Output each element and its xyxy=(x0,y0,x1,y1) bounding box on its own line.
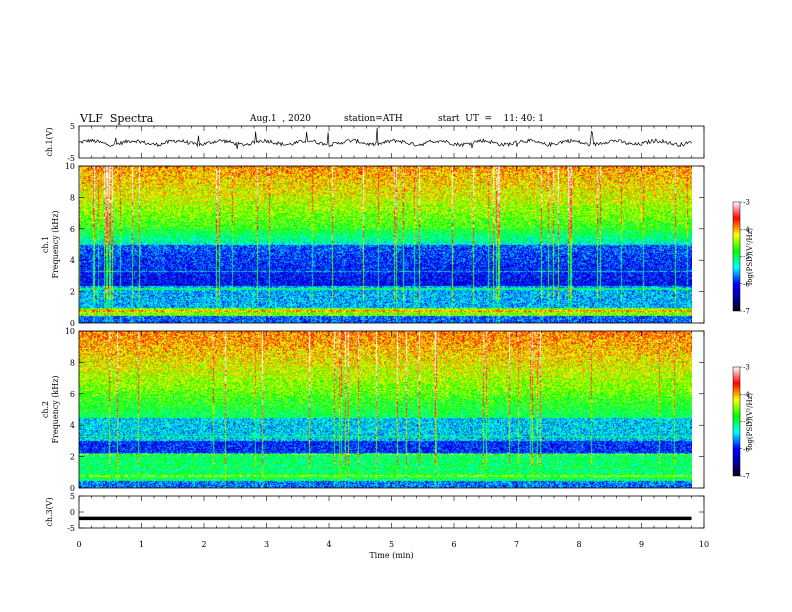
ch1-colorbar-tick-label: -3 xyxy=(743,199,750,207)
ch1-colorbar-tick-label: -4 xyxy=(743,226,750,234)
x-tick-label: 10 xyxy=(699,540,709,549)
ch1-frequency-ylabel: Frequency (kHz) xyxy=(51,210,60,278)
ch2-ytick-label: 6 xyxy=(70,390,75,399)
ch2-channel-label: ch.2 xyxy=(41,401,50,418)
ch2-ytick-label: 10 xyxy=(65,327,75,336)
ch3-ytick-label: 5 xyxy=(70,492,75,501)
ch1-ytick-label: 8 xyxy=(70,193,75,202)
ch1-ytick-label: 5 xyxy=(70,122,75,131)
x-tick-label: 2 xyxy=(201,540,206,549)
x-tick-label: 1 xyxy=(139,540,144,549)
ch1-colorbar-tick-label: -7 xyxy=(743,308,750,316)
ch2-ytick-label: 8 xyxy=(70,358,75,367)
ch1-waveform-line xyxy=(78,127,692,150)
ch1-channel-label: ch.1 xyxy=(41,236,50,253)
ch2-colorbar xyxy=(732,366,741,477)
x-tick-label: 0 xyxy=(76,540,81,549)
ch2-colorbar-tick-label: -6 xyxy=(743,445,750,453)
ch1-spectrogram-image xyxy=(79,166,692,323)
date-label: Aug.1 , 2020 xyxy=(250,114,311,124)
ch2-ytick-label: 2 xyxy=(70,453,75,462)
ch1-ytick-label: 4 xyxy=(70,256,75,265)
x-tick-label: 7 xyxy=(514,540,519,549)
ch1-ytick-label: -5 xyxy=(67,154,75,163)
x-tick-label: 5 xyxy=(389,540,394,549)
ch2-colorbar-tick-label: -4 xyxy=(743,391,750,399)
x-tick-label: 6 xyxy=(451,540,456,549)
ch2-colorbar-label: log(PSD)(V²/Hz) xyxy=(746,393,754,450)
station-label: station=ATH xyxy=(344,114,403,124)
ch1-ytick-label: 2 xyxy=(70,288,75,297)
ch3-ytick-label: 0 xyxy=(70,508,75,517)
ch2-spectrogram-image xyxy=(79,331,692,488)
x-tick-label: 8 xyxy=(576,540,581,549)
ch1-colorbar-label: log(PSD)(V²/Hz) xyxy=(746,228,754,285)
x-tick-label: 9 xyxy=(639,540,644,549)
ch2-frequency-ylabel: Frequency (kHz) xyxy=(51,375,60,443)
ch1-colorbar xyxy=(732,201,741,312)
ch2-ytick-label: 0 xyxy=(70,484,75,493)
ch1-ytick-label: 10 xyxy=(65,162,75,171)
ch2-colorbar-tick-label: -7 xyxy=(743,473,750,481)
x-axis-label: Time (min) xyxy=(369,551,413,560)
ch1-ytick-label: 6 xyxy=(70,225,75,234)
ch1-colorbar-tick-label: -5 xyxy=(743,253,750,261)
ch2-colorbar-tick-label: -3 xyxy=(743,364,750,372)
ch1-waveform-ylabel: ch.1(V) xyxy=(45,127,54,156)
x-tick-label: 3 xyxy=(264,540,269,549)
ch1-colorbar-tick-label: -6 xyxy=(743,280,750,288)
ch2-ytick-label: 4 xyxy=(70,421,75,430)
x-tick-label: 4 xyxy=(326,540,331,549)
figure-title: VLF Spectra xyxy=(80,112,154,125)
start-time-label: start UT = 11: 40: 1 xyxy=(438,114,544,124)
ch3-ytick-label: -5 xyxy=(67,524,75,533)
ch2-colorbar-tick-label: -5 xyxy=(743,418,750,426)
ch1-ytick-label: 0 xyxy=(70,319,75,328)
ch3-waveform-ylabel: ch.3(V) xyxy=(45,497,54,526)
